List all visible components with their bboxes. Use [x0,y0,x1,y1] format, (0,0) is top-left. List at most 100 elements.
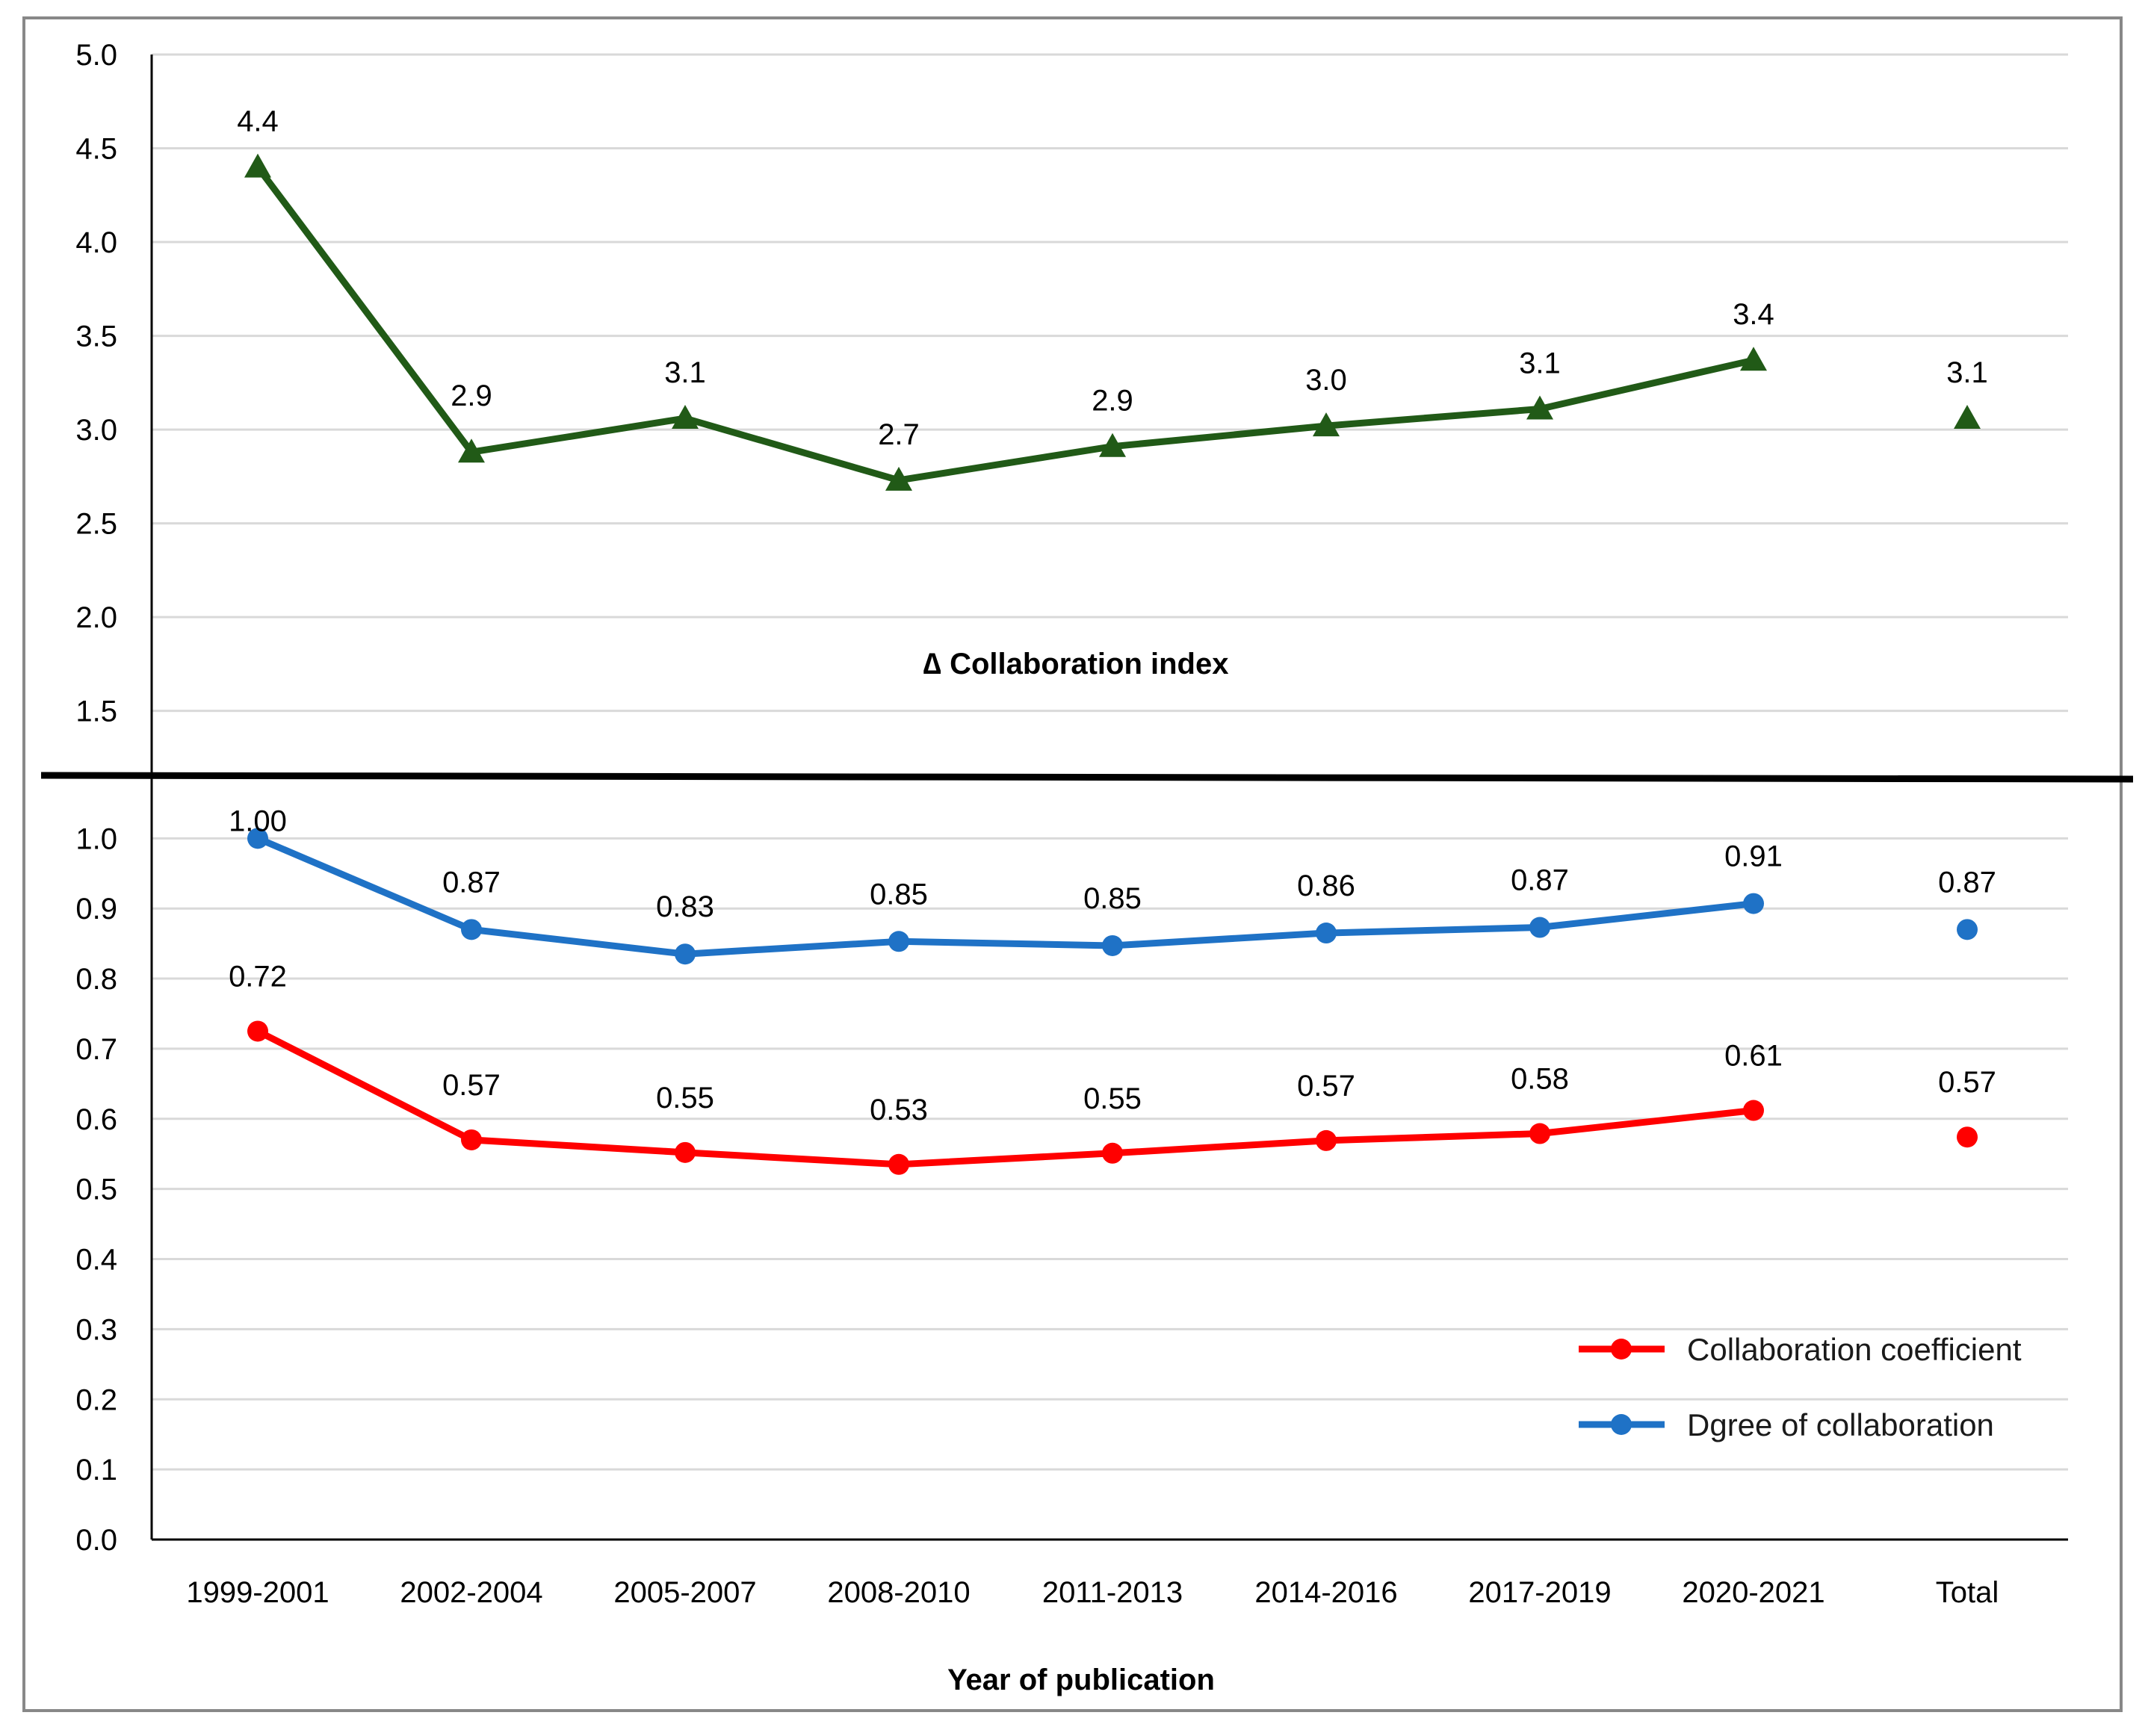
series-line-dgree-of-collaboration [256,835,1754,958]
x-tick-label: 2017-2019 [1468,1576,1611,1609]
data-point-collaboration-index [1313,412,1340,437]
y-tick-label: 0.7 [75,1033,117,1066]
data-label-dgree-of-collaboration: 0.83 [656,890,714,923]
y-tick-label: 0.4 [75,1244,117,1277]
x-tick-label: Total [1936,1576,1999,1609]
legend: Collaboration coefficient Dgree of colla… [1579,1332,2022,1442]
data-point-collaboration-index [885,466,912,491]
legend-item-degree-of-collaboration[interactable]: Dgree of collaboration [1579,1407,1994,1442]
data-label-dgree-of-collaboration: 0.87 [442,866,501,899]
legend-item-collaboration-coefficient[interactable]: Collaboration coefficient [1579,1332,2022,1367]
data-point-dgree-of-collaboration [461,919,482,940]
chart-frame [22,16,2123,1712]
legend-label-degree-of-collaboration: Dgree of collaboration [1687,1407,1994,1442]
x-tick-label: 1999-2001 [186,1576,329,1609]
x-tick-label: 2002-2004 [400,1576,542,1609]
data-point-collaboration-coefficient [1743,1100,1764,1121]
data-point-collaboration-coefficient [247,1020,268,1042]
x-tick-label: 2011-2013 [1042,1576,1183,1609]
data-label-collaboration-index: 2.7 [878,418,920,451]
data-point-dgree-of-collaboration [1102,934,1123,956]
axis-layer: 1.5 2.0 2.5 3.0 3.5 4.0 4.5 5.0 0.0 0.1 0.2 0.3 0.4 0… [40,39,2134,1609]
legend-marker-degree-of-collaboration [1611,1414,1632,1435]
data-label-collaboration-index: 4.4 [237,105,279,138]
legend-marker-collaboration-coefficient [1611,1339,1632,1360]
y-tick-label: 4.5 [75,133,117,166]
grid-layer [152,53,2068,1471]
y-tick-label: 5.0 [75,39,117,72]
data-label-dgree-of-collaboration: 0.91 [1724,840,1783,873]
y-tick-label: 0.0 [75,1524,117,1557]
y-tick-label: 0.6 [75,1103,117,1136]
x-tick-label: 2014-2016 [1254,1576,1397,1609]
series-layer [244,153,1981,1175]
y-tick-label: 0.5 [75,1174,117,1206]
y-tick-label: 3.5 [75,320,117,353]
data-point-dgree-of-collaboration [1316,923,1337,944]
data-point-collaboration-coefficient [675,1141,696,1163]
y-tick-label: 2.0 [75,601,117,634]
y-tick-label: 0.1 [75,1454,117,1487]
data-point-collaboration-index [1099,433,1126,457]
series-line-collaboration-index [255,164,1755,484]
data-label-collaboration-index: 3.0 [1305,364,1347,397]
label-layer: 4.4 2.9 3.1 2.7 2.9 3.0 3.1 3.4 3.1 1.00 0.87 0.83 0… [229,105,1996,1126]
data-label-dgree-of-collaboration: 0.87 [1938,866,1996,899]
data-point-collaboration-coefficient [888,1153,909,1175]
data-point-collaboration-index [1740,347,1767,371]
data-point-dgree-of-collaboration [1957,919,1978,940]
data-point-collaboration-index [672,405,699,430]
data-label-collaboration-index: 3.1 [1946,356,1988,389]
data-point-collaboration-coefficient [1957,1126,1978,1148]
y-tick-label: 1.5 [75,695,117,728]
data-point-collaboration-coefficient [461,1129,482,1150]
data-point-collaboration-index [244,153,271,178]
data-label-collaboration-index: 3.1 [1519,347,1561,379]
data-point-dgree-of-collaboration [247,828,268,849]
collaboration-index-title: ∆ Collaboration index [923,648,1229,681]
x-tick-label: 2020-2021 [1682,1576,1824,1609]
data-label-collaboration-coefficient: 0.61 [1724,1040,1783,1073]
x-axis-title: Year of publication [947,1664,1215,1696]
x-tick-label: 2008-2010 [827,1576,970,1609]
data-label-dgree-of-collaboration: 0.87 [1511,864,1569,897]
data-label-collaboration-coefficient: 0.57 [1938,1066,1996,1099]
data-label-dgree-of-collaboration: 0.86 [1297,869,1355,902]
data-point-collaboration-coefficient [1529,1123,1550,1144]
y-tick-label: 0.8 [75,963,117,996]
data-label-collaboration-coefficient: 0.55 [1083,1082,1142,1115]
y-tick-label: 4.0 [75,226,117,259]
data-point-dgree-of-collaboration [888,931,909,952]
data-label-collaboration-index: 2.9 [1092,385,1133,418]
data-point-dgree-of-collaboration [675,943,696,965]
data-label-collaboration-index: 3.1 [664,356,706,389]
data-point-collaboration-index [458,438,485,463]
data-label-collaboration-coefficient: 0.57 [1297,1070,1355,1103]
y-tick-label: 0.2 [75,1383,117,1416]
data-point-collaboration-index [1526,395,1553,420]
x-tick-label: 2005-2007 [613,1576,756,1609]
data-label-dgree-of-collaboration: 0.85 [1083,882,1142,915]
data-label-collaboration-coefficient: 0.57 [442,1069,501,1102]
legend-label-collaboration-coefficient: Collaboration coefficient [1687,1332,2022,1367]
y-tick-label: 3.0 [75,414,117,447]
data-label-collaboration-coefficient: 0.72 [229,960,287,993]
data-label-collaboration-coefficient: 0.55 [656,1082,714,1115]
panel-divider [40,772,2134,783]
data-label-collaboration-index: 3.4 [1733,298,1774,331]
data-label-dgree-of-collaboration: 1.00 [229,805,287,837]
y-tick-label: 2.5 [75,508,117,541]
data-point-dgree-of-collaboration [1529,917,1550,938]
data-point-dgree-of-collaboration [1743,893,1764,914]
series-line-collaboration-coefficient [256,1028,1754,1168]
data-label-collaboration-coefficient: 0.53 [870,1094,928,1126]
data-label-collaboration-index: 2.9 [451,379,492,412]
data-point-collaboration-coefficient [1316,1129,1337,1151]
y-tick-label: 1.0 [75,822,117,855]
y-tick-label: 0.9 [75,893,117,926]
data-label-collaboration-coefficient: 0.58 [1511,1063,1569,1096]
data-point-collaboration-coefficient [1102,1142,1123,1164]
data-point-collaboration-index [1954,405,1981,430]
y-tick-label: 0.3 [75,1313,117,1346]
